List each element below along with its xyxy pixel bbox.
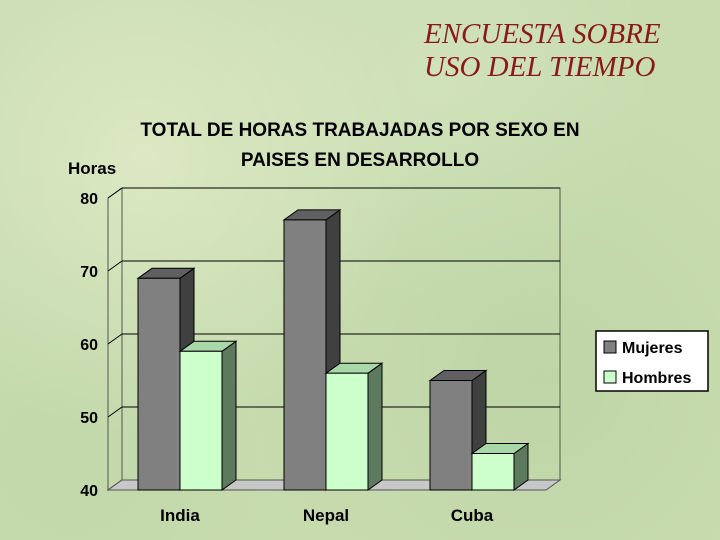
y-tick-label: 60: [80, 337, 98, 354]
legend-label-hombres: Hombres: [622, 370, 691, 387]
y-axis-label: Horas: [68, 159, 116, 178]
gridline-diagonal: [107, 406, 123, 418]
bar-front: [179, 350, 223, 491]
gridline-diagonal: [107, 187, 123, 199]
bar-hombres-india: [178, 340, 238, 491]
y-tick-label: 50: [80, 410, 98, 427]
x-tick-label: Nepal: [303, 506, 349, 525]
x-tick-label: Cuba: [451, 506, 494, 525]
slide-title-line-2: USO DEL TIEMPO: [424, 51, 656, 83]
y-tick-label: 80: [80, 191, 98, 208]
y-tick-label: 40: [80, 483, 98, 500]
bar-front: [137, 277, 181, 491]
gridline-diagonal: [107, 260, 123, 272]
bar-front: [325, 372, 369, 491]
bar-front: [283, 219, 327, 491]
chart-title-line-1: TOTAL DE HORAS TRABAJADAS POR SEXO EN: [140, 120, 579, 141]
bar-mujeres-cuba: [428, 369, 488, 491]
legend-swatch-hombres: [603, 370, 617, 384]
bar-front: [429, 380, 473, 491]
plot-area: 40 50 60 70 80 India Nepal Cuba: [80, 187, 562, 525]
slide-title: ENCUESTA SOBRE USO DEL TIEMPO: [424, 18, 661, 84]
bar-front: [471, 453, 515, 491]
legend: Mujeres Hombres: [595, 330, 709, 392]
bar-hombres-cuba: [470, 442, 530, 491]
bar-hombres-nepal: [324, 362, 384, 491]
legend-swatch-mujeres: [603, 340, 617, 354]
bar-side: [367, 362, 383, 491]
legend-label-mujeres: Mujeres: [622, 340, 683, 357]
bar-side: [221, 340, 237, 491]
chart-title-line-2: PAISES EN DESARROLLO: [241, 150, 479, 171]
x-tick-label: India: [160, 506, 200, 525]
gridline-diagonal: [107, 333, 123, 345]
y-tick-label: 70: [80, 264, 98, 281]
slide-title-line-1: ENCUESTA SOBRE: [424, 18, 661, 50]
